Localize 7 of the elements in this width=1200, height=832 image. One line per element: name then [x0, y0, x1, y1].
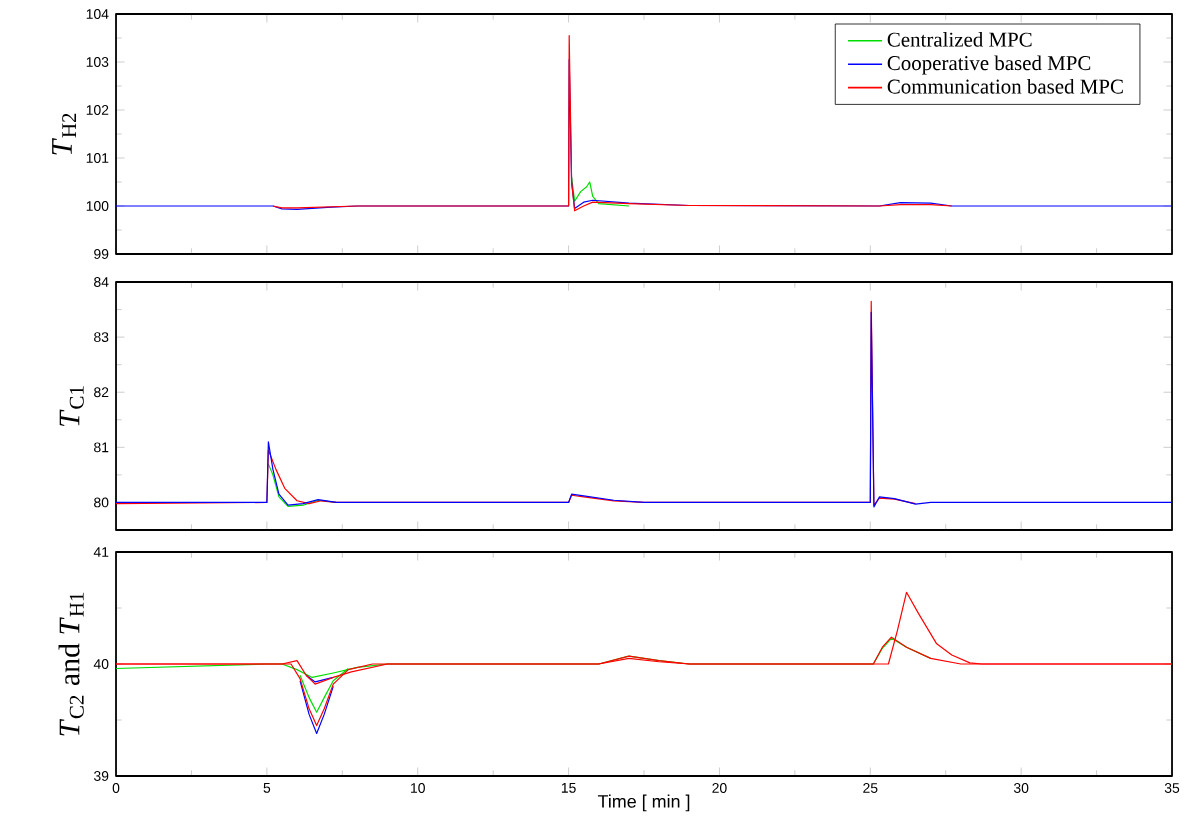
x-axis-title: Time [ min ]	[597, 794, 690, 812]
y-axis-title: T$_{C1}$	[59, 386, 84, 426]
y-axis-title: T$_{C2}$ and T$_{H1}$	[58, 592, 84, 736]
legend-label: Communication based MPC	[887, 78, 1123, 94]
legend-label: Cooperative based MPC	[887, 55, 1091, 75]
y-axis-title: T$_{H2}$	[52, 113, 77, 155]
legend-label: Centralized MPC	[887, 31, 1032, 47]
